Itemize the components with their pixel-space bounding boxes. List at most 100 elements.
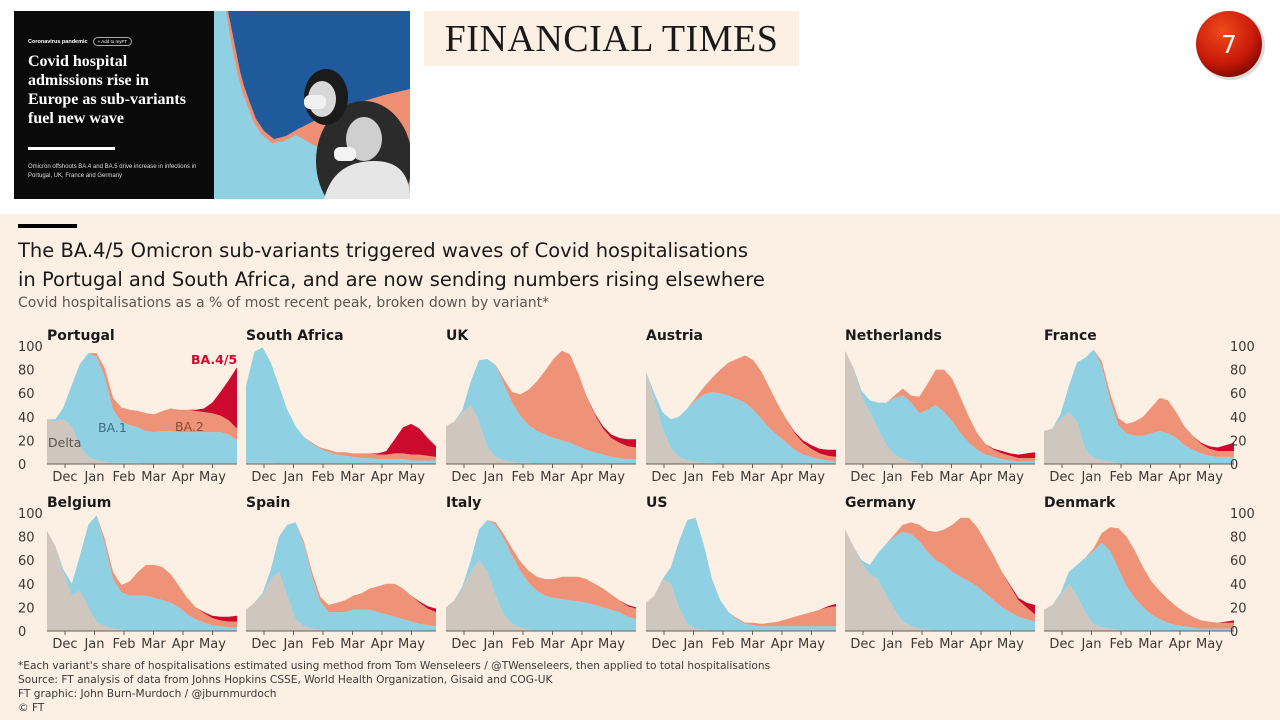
annotation-delta: Delta — [48, 435, 81, 450]
y-tick-label: 100 — [18, 507, 43, 522]
area-ba2 — [845, 350, 1035, 462]
area-ba2 — [646, 355, 836, 462]
chart-portugal: Portugal Dec Jan Feb Mar Apr May 0 20 40 60 80 100 De… — [18, 328, 237, 485]
x-tick-label: May — [398, 470, 425, 485]
chart-title: The BA.4/5 Omicron sub-variants triggere… — [18, 236, 765, 294]
slide-number-badge: 7 — [1196, 11, 1265, 80]
x-tick-label: Jan — [282, 637, 303, 652]
footnote-credit: FT graphic: John Burn-Murdoch / @jburnmu… — [18, 688, 277, 700]
x-tick-label: Jan — [282, 470, 303, 485]
y-tick-label: 80 — [1230, 531, 1247, 546]
chart-footnotes: *Each variant's share of hospitalisation… — [18, 659, 770, 715]
ft-logo-text: FINANCIAL TIMES — [444, 17, 779, 60]
y-tick-label: 20 — [18, 601, 35, 616]
chart-uk: UK Dec Jan Feb Mar Apr May — [446, 328, 636, 485]
headline-line: Covid hospital — [28, 53, 128, 70]
x-tick-label: May — [1196, 470, 1223, 485]
area-ba2 — [1044, 349, 1234, 457]
x-tick-label: Dec — [52, 470, 77, 485]
country-label: Belgium — [47, 495, 111, 511]
y-tick-label: 60 — [18, 387, 35, 402]
area-ba45 — [446, 350, 636, 448]
x-tick-label: Jan — [1080, 470, 1101, 485]
headline-line: admissions rise in — [28, 72, 149, 89]
x-tick-label: May — [798, 637, 825, 652]
area-ba1 — [446, 520, 636, 631]
area-ba2 — [446, 520, 636, 620]
area-ba1 — [1044, 349, 1234, 464]
chart-austria: Austria Dec Jan Feb Mar Apr May — [646, 328, 836, 485]
x-tick-label: May — [199, 637, 226, 652]
x-tick-label: Apr — [371, 637, 394, 652]
area-ba45 — [246, 347, 436, 457]
y-tick-label: 40 — [1230, 578, 1247, 593]
area-ba1 — [47, 353, 237, 464]
x-tick-label: Feb — [511, 637, 534, 652]
x-tick-label: Dec — [1049, 470, 1074, 485]
x-tick-label: Jan — [482, 637, 503, 652]
x-tick-label: Apr — [371, 470, 394, 485]
x-tick-label: Dec — [451, 637, 476, 652]
y-tick-label: 80 — [1230, 364, 1247, 379]
area-ba1 — [246, 522, 436, 631]
footnote-copyright: © FT — [18, 702, 45, 714]
country-label: US — [646, 495, 667, 511]
y-tick-label: 0 — [18, 458, 26, 473]
x-tick-label: Dec — [850, 637, 875, 652]
x-tick-label: Mar — [141, 470, 166, 485]
area-ba2 — [47, 353, 237, 441]
x-tick-label: Jan — [83, 637, 104, 652]
x-tick-label: Jan — [682, 470, 703, 485]
x-tick-label: Mar — [540, 470, 565, 485]
area-ba2 — [845, 517, 1035, 622]
y-tick-label: 60 — [18, 554, 35, 569]
area-ba45 — [47, 353, 237, 429]
area-delta — [646, 372, 836, 464]
y-tick-label: 0 — [18, 625, 26, 640]
footnote-source: Source: FT analysis of data from Johns H… — [18, 674, 553, 686]
area-delta — [1044, 412, 1234, 464]
chart-subtitle: Covid hospitalisations as a % of most re… — [18, 295, 550, 311]
x-tick-label: Mar — [141, 637, 166, 652]
area-ba2 — [446, 350, 636, 460]
y-tick-label: 80 — [18, 531, 35, 546]
area-ba1 — [845, 529, 1035, 631]
x-tick-label: Feb — [711, 637, 734, 652]
headline-rule — [28, 147, 115, 150]
x-tick-label: Mar — [939, 637, 964, 652]
article-tagline: Coronavirus pandemic + Add to myFT — [28, 37, 132, 46]
chart-panel: The BA.4/5 Omicron sub-variants triggere… — [0, 214, 1280, 720]
illustration-ba1-wave — [214, 11, 410, 199]
x-tick-label: Apr — [771, 470, 794, 485]
y-tick-label: 100 — [1230, 507, 1255, 522]
x-tick-label: Apr — [771, 637, 794, 652]
x-tick-label: Mar — [740, 637, 765, 652]
y-tick-label: 0 — [1230, 458, 1238, 473]
x-tick-label: Feb — [311, 470, 334, 485]
x-tick-label: Apr — [172, 470, 195, 485]
add-to-myft-button[interactable]: + Add to myFT — [92, 37, 132, 46]
x-tick-label: Dec — [850, 470, 875, 485]
x-tick-label: Apr — [1169, 637, 1192, 652]
annotation-ba1: BA.1 — [98, 420, 127, 435]
y-tick-label: 20 — [1230, 434, 1247, 449]
chart-belgium: Belgium Dec Jan Feb Mar Apr May 0 20 40 60 80 100 — [18, 495, 237, 652]
y-tick-label: 80 — [18, 364, 35, 379]
country-label: Portugal — [47, 328, 115, 344]
area-delta — [1044, 583, 1234, 631]
ft-logo: FINANCIAL TIMES — [424, 11, 799, 66]
chart-title-line: The BA.4/5 Omicron sub-variants triggere… — [18, 239, 748, 262]
y-tick-label: 20 — [18, 434, 35, 449]
chart-south-africa: South Africa Dec Jan Feb Mar Apr May — [246, 328, 436, 485]
article-thumbnail[interactable]: Coronavirus pandemic + Add to myFT Covid… — [14, 11, 410, 199]
x-tick-label: Apr — [571, 470, 594, 485]
y-tick-label: 20 — [1230, 601, 1247, 616]
x-tick-label: May — [997, 637, 1024, 652]
x-tick-label: Dec — [651, 470, 676, 485]
x-tick-label: Mar — [1138, 470, 1163, 485]
x-tick-label: Feb — [910, 470, 933, 485]
y-tick-label: 60 — [1230, 554, 1247, 569]
x-tick-label: Dec — [1049, 637, 1074, 652]
chart-us: US Dec Jan Feb Mar Apr May — [646, 495, 836, 652]
y-tick-label: 40 — [18, 578, 35, 593]
